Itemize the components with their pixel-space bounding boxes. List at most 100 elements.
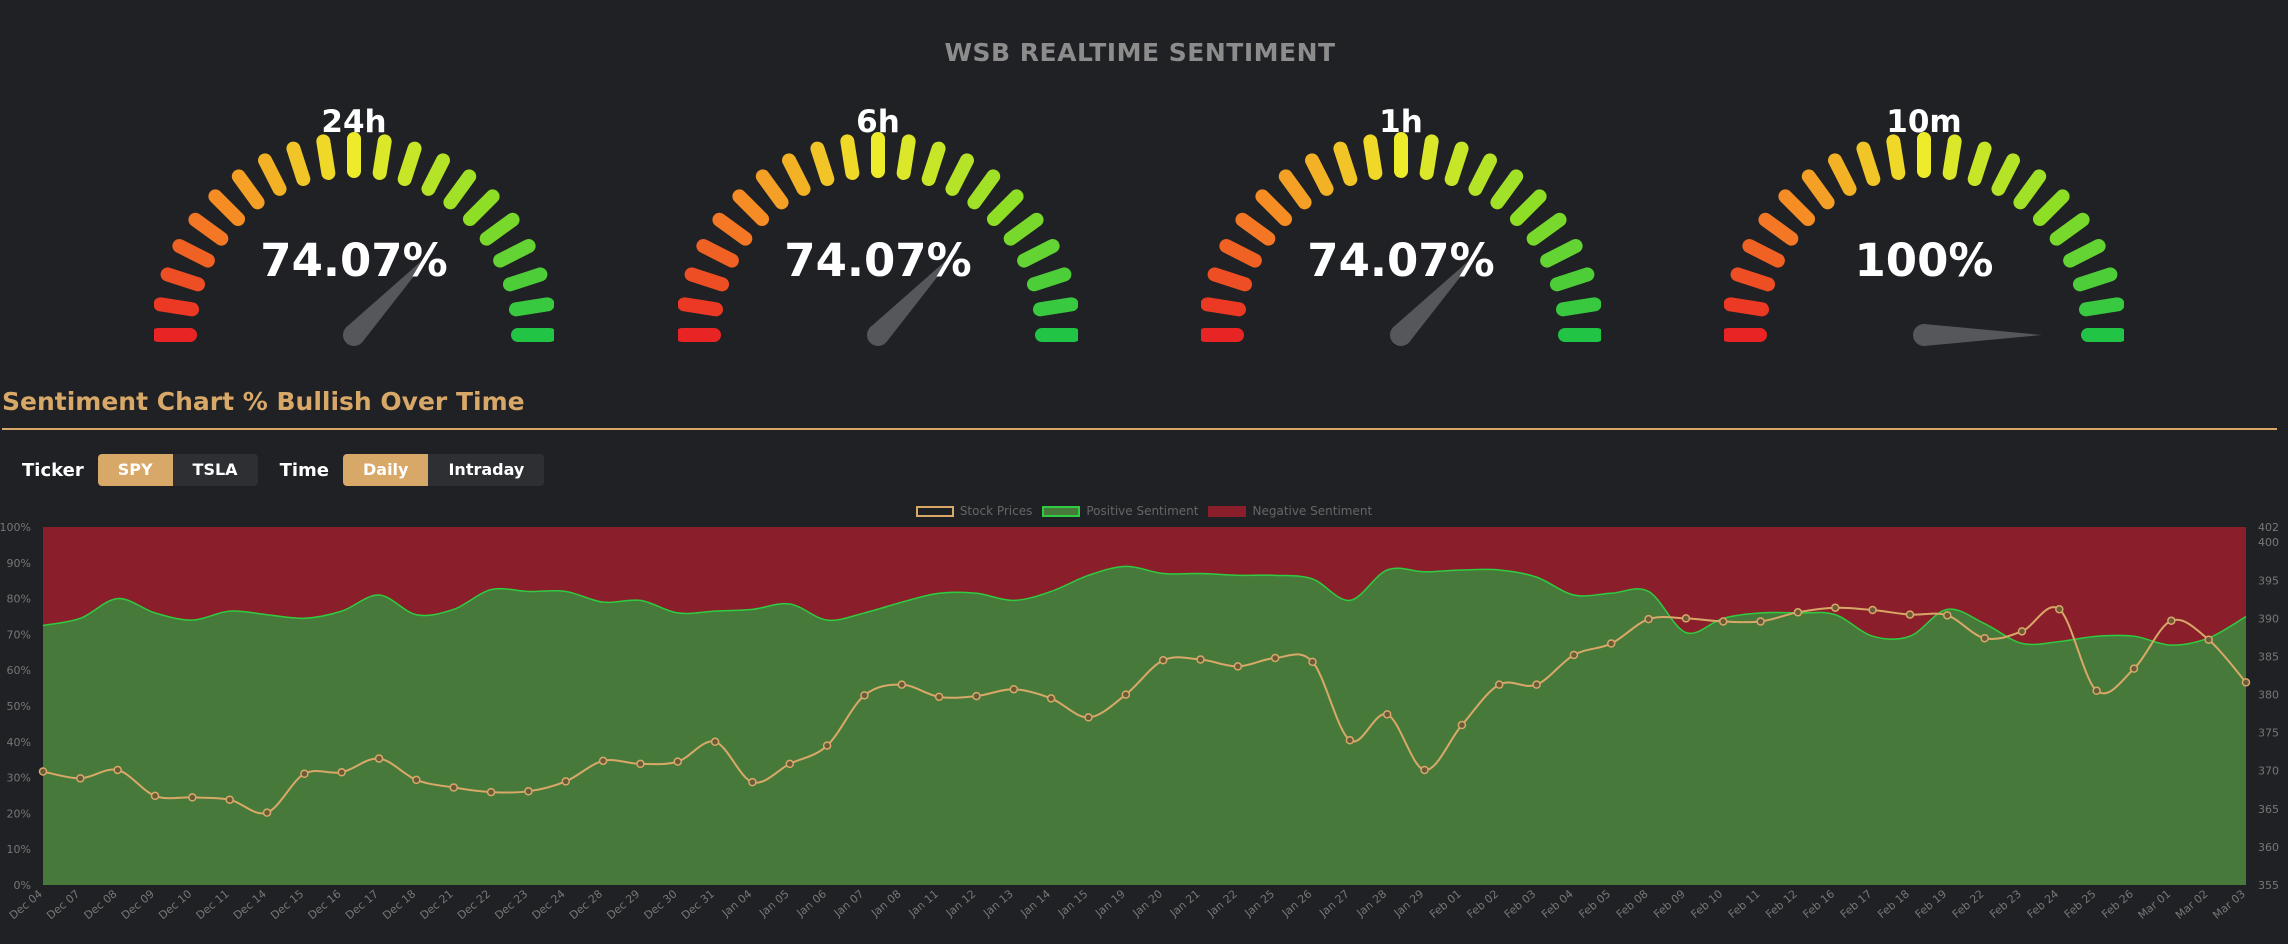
- stock-price-point[interactable]: [1233, 662, 1243, 671]
- stock-price-point[interactable]: [934, 692, 944, 702]
- stock-price-point[interactable]: [262, 808, 272, 817]
- legend-item-stock-prices[interactable]: Stock Prices: [915, 504, 1033, 518]
- stock-price-point[interactable]: [1719, 617, 1728, 626]
- gauge-tick: [479, 212, 520, 246]
- stock-price-point[interactable]: [972, 691, 981, 701]
- gauge-tick: [208, 189, 246, 227]
- stock-price-point[interactable]: [2167, 616, 2176, 625]
- stock-price-point[interactable]: [1831, 603, 1840, 612]
- x-tick-label: Feb 05: [1576, 887, 1613, 921]
- legend-item-negative-sentiment[interactable]: Negative Sentiment: [1208, 504, 1372, 518]
- stock-price-point[interactable]: [1270, 653, 1280, 663]
- x-tick-label: Dec 07: [44, 887, 82, 922]
- stock-price-point[interactable]: [1980, 633, 1989, 643]
- stock-price-point[interactable]: [113, 765, 122, 775]
- stock-price-point[interactable]: [598, 756, 608, 766]
- stock-price-point[interactable]: [1009, 684, 1019, 694]
- stock-price-point[interactable]: [1084, 713, 1093, 722]
- stock-price-point[interactable]: [1457, 720, 1467, 730]
- stock-price-point[interactable]: [2017, 627, 2027, 636]
- stock-price-point[interactable]: [1494, 680, 1504, 689]
- gauge-tick: [1201, 297, 1247, 317]
- stock-price-point[interactable]: [1158, 656, 1168, 665]
- ticker-tsla-button[interactable]: TSLA: [172, 454, 258, 486]
- stock-price-point[interactable]: [1756, 617, 1765, 626]
- stock-price-point[interactable]: [1046, 694, 1056, 703]
- stock-price-point[interactable]: [2092, 686, 2101, 696]
- stock-price-point[interactable]: [636, 759, 645, 769]
- gauge-tick: [967, 169, 1001, 210]
- stock-price-point[interactable]: [337, 768, 346, 777]
- x-tick-label: Feb 12: [1763, 887, 1800, 921]
- stock-price-point[interactable]: [2241, 678, 2251, 687]
- time-intraday-button[interactable]: Intraday: [428, 454, 545, 486]
- stock-price-point[interactable]: [785, 759, 795, 769]
- gauge-24h: 24h 74.07%: [154, 100, 554, 360]
- gauge-tick: [316, 134, 336, 181]
- stock-price-point[interactable]: [561, 777, 570, 786]
- stock-price-point[interactable]: [1681, 614, 1691, 623]
- stock-price-point[interactable]: [486, 787, 496, 797]
- stock-price-point[interactable]: [1793, 608, 1803, 617]
- gauge-tick: [1363, 134, 1383, 181]
- stock-price-point[interactable]: [2055, 605, 2064, 614]
- stock-price-point[interactable]: [1644, 614, 1653, 624]
- stock-price-point[interactable]: [1420, 765, 1429, 775]
- stock-price-point[interactable]: [225, 795, 234, 804]
- stock-price-point[interactable]: [76, 774, 85, 783]
- gauge-tick: [160, 267, 206, 292]
- stock-price-point[interactable]: [1868, 605, 1877, 615]
- stock-price-point[interactable]: [1382, 710, 1392, 719]
- gauge-tick: [840, 134, 860, 181]
- stock-price-point[interactable]: [1569, 650, 1579, 660]
- x-tick-label: Jan 29: [1391, 887, 1427, 920]
- stock-price-point[interactable]: [449, 783, 458, 792]
- gauge-tick: [1942, 134, 1962, 181]
- legend-item-positive-sentiment[interactable]: Positive Sentiment: [1042, 504, 1198, 518]
- gauge-tick: [1724, 297, 1770, 317]
- stock-price-point[interactable]: [897, 680, 907, 689]
- x-tick-label: Feb 09: [1651, 887, 1688, 921]
- x-tick-label: Jan 07: [831, 887, 867, 920]
- gauge-tick: [986, 189, 1024, 227]
- stock-price-point[interactable]: [860, 691, 869, 700]
- time-daily-button[interactable]: Daily: [342, 454, 429, 486]
- x-tick-label: Feb 17: [1838, 887, 1875, 921]
- stock-price-point[interactable]: [1905, 610, 1915, 619]
- legend-label: Negative Sentiment: [1252, 504, 1373, 518]
- legend-label: Stock Prices: [959, 504, 1033, 518]
- stock-price-point[interactable]: [374, 754, 384, 763]
- x-tick-label: Feb 22: [1950, 887, 1987, 921]
- stock-price-point[interactable]: [1345, 736, 1355, 745]
- x-tick-label: Jan 22: [1204, 887, 1240, 920]
- stock-price-point[interactable]: [673, 757, 683, 766]
- gauge-needle-hub: [867, 324, 889, 346]
- y-right-tick-label: 370: [2258, 765, 2279, 778]
- x-tick-label: Dec 30: [642, 887, 680, 922]
- stock-price-point[interactable]: [188, 793, 197, 802]
- stock-price-point[interactable]: [524, 787, 533, 796]
- ticker-spy-button[interactable]: SPY: [97, 454, 173, 486]
- stock-price-point[interactable]: [2129, 664, 2139, 673]
- stock-price-point[interactable]: [1606, 639, 1616, 648]
- y-left-tick-label: 80%: [7, 593, 31, 606]
- stock-price-point[interactable]: [300, 769, 309, 779]
- stock-price-point[interactable]: [412, 775, 421, 785]
- stock-price-point[interactable]: [1121, 690, 1131, 699]
- x-tick-label: Dec 22: [455, 887, 493, 922]
- gauge-tick: [1991, 153, 2020, 196]
- stock-price-point[interactable]: [2204, 635, 2213, 644]
- stock-price-point[interactable]: [710, 737, 720, 747]
- stock-price-point[interactable]: [150, 791, 160, 801]
- x-tick-label: Dec 16: [306, 887, 344, 922]
- x-tick-label: Dec 31: [679, 887, 717, 922]
- gauge-tick: [782, 153, 811, 196]
- stock-price-point[interactable]: [822, 741, 832, 750]
- stock-price-point[interactable]: [1196, 655, 1205, 664]
- stock-price-point[interactable]: [38, 767, 48, 776]
- stock-price-point[interactable]: [1308, 657, 1317, 667]
- stock-price-point[interactable]: [1532, 680, 1541, 689]
- x-tick-label: Feb 02: [1464, 887, 1501, 921]
- stock-price-point[interactable]: [748, 777, 757, 787]
- stock-price-point[interactable]: [1943, 611, 1952, 620]
